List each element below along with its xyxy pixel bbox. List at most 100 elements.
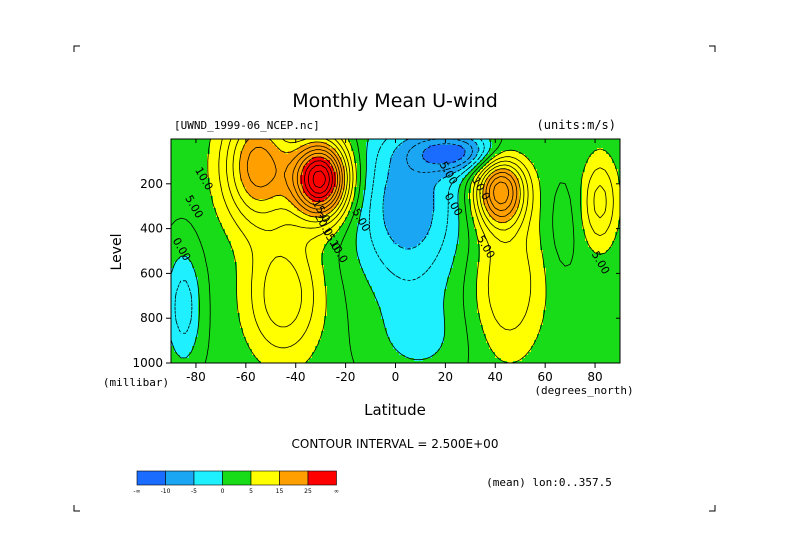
field-cell	[345, 178, 348, 181]
field-cell	[528, 154, 531, 157]
field-cell	[312, 223, 315, 226]
field-cell	[564, 151, 567, 154]
field-cell	[447, 163, 450, 166]
field-cell	[342, 178, 345, 181]
field-cell	[273, 214, 276, 217]
field-cell	[252, 154, 255, 157]
field-cell	[390, 154, 393, 157]
field-cell	[330, 175, 333, 178]
field-cell	[399, 205, 402, 208]
field-cell	[189, 235, 192, 238]
field-cell	[420, 184, 423, 187]
field-cell	[231, 151, 234, 154]
field-cell	[570, 232, 573, 235]
field-cell	[483, 145, 486, 148]
field-cell	[537, 169, 540, 172]
field-cell	[564, 148, 567, 151]
field-cell	[198, 157, 201, 160]
field-cell	[294, 154, 297, 157]
field-cell	[345, 145, 348, 148]
field-cell	[267, 235, 270, 238]
field-cell	[435, 151, 438, 154]
field-cell	[429, 166, 432, 169]
field-cell	[231, 166, 234, 169]
field-cell	[240, 205, 243, 208]
field-cell	[519, 145, 522, 148]
field-cell	[381, 154, 384, 157]
field-cell	[546, 181, 549, 184]
field-cell	[420, 193, 423, 196]
field-cell	[393, 145, 396, 148]
field-cell	[534, 211, 537, 214]
field-cell	[366, 208, 369, 211]
field-cell	[567, 172, 570, 175]
field-cell	[201, 196, 204, 199]
field-cell	[201, 163, 204, 166]
field-cell	[378, 169, 381, 172]
field-cell	[237, 169, 240, 172]
field-cell	[552, 175, 555, 178]
field-cell	[177, 211, 180, 214]
field-cell	[264, 232, 267, 235]
field-cell	[426, 175, 429, 178]
field-cell	[315, 145, 318, 148]
field-cell	[231, 154, 234, 157]
field-cell	[378, 175, 381, 178]
field-cell	[198, 166, 201, 169]
field-cell	[585, 184, 588, 187]
field-cell	[252, 172, 255, 175]
field-cell	[534, 148, 537, 151]
field-cell	[333, 175, 336, 178]
field-cell	[306, 148, 309, 151]
field-cell	[441, 148, 444, 151]
field-cell	[474, 172, 477, 175]
field-cell	[603, 178, 606, 181]
field-cell	[399, 223, 402, 226]
field-cell	[504, 205, 507, 208]
field-cell	[513, 172, 516, 175]
field-cell	[174, 145, 177, 148]
field-cell	[294, 208, 297, 211]
field-cell	[282, 148, 285, 151]
field-cell	[270, 184, 273, 187]
field-cell	[450, 235, 453, 238]
field-cell	[267, 160, 270, 163]
field-cell	[498, 211, 501, 214]
field-cell	[510, 220, 513, 223]
field-cell	[240, 163, 243, 166]
field-cell	[267, 190, 270, 193]
field-cell	[285, 238, 288, 241]
field-cell	[462, 163, 465, 166]
field-cell	[198, 175, 201, 178]
field-cell	[333, 166, 336, 169]
field-cell	[567, 229, 570, 232]
field-cell	[204, 235, 207, 238]
field-cell	[465, 202, 468, 205]
field-cell	[459, 178, 462, 181]
field-cell	[195, 157, 198, 160]
field-cell	[522, 223, 525, 226]
field-cell	[297, 187, 300, 190]
field-cell	[483, 190, 486, 193]
field-cell	[603, 142, 606, 145]
field-cell	[528, 214, 531, 217]
field-cell	[258, 232, 261, 235]
field-cell	[396, 157, 399, 160]
field-cell	[177, 163, 180, 166]
field-cell	[423, 226, 426, 229]
field-cell	[420, 172, 423, 175]
field-cell	[228, 157, 231, 160]
field-cell	[198, 181, 201, 184]
field-cell	[288, 178, 291, 181]
field-cell	[192, 223, 195, 226]
field-cell	[201, 139, 204, 142]
field-cell	[411, 208, 414, 211]
field-cell	[453, 139, 456, 142]
field-cell	[516, 154, 519, 157]
field-cell	[546, 190, 549, 193]
field-cell	[252, 229, 255, 232]
field-cell	[321, 163, 324, 166]
field-cell	[240, 187, 243, 190]
field-cell	[420, 145, 423, 148]
field-cell	[303, 151, 306, 154]
